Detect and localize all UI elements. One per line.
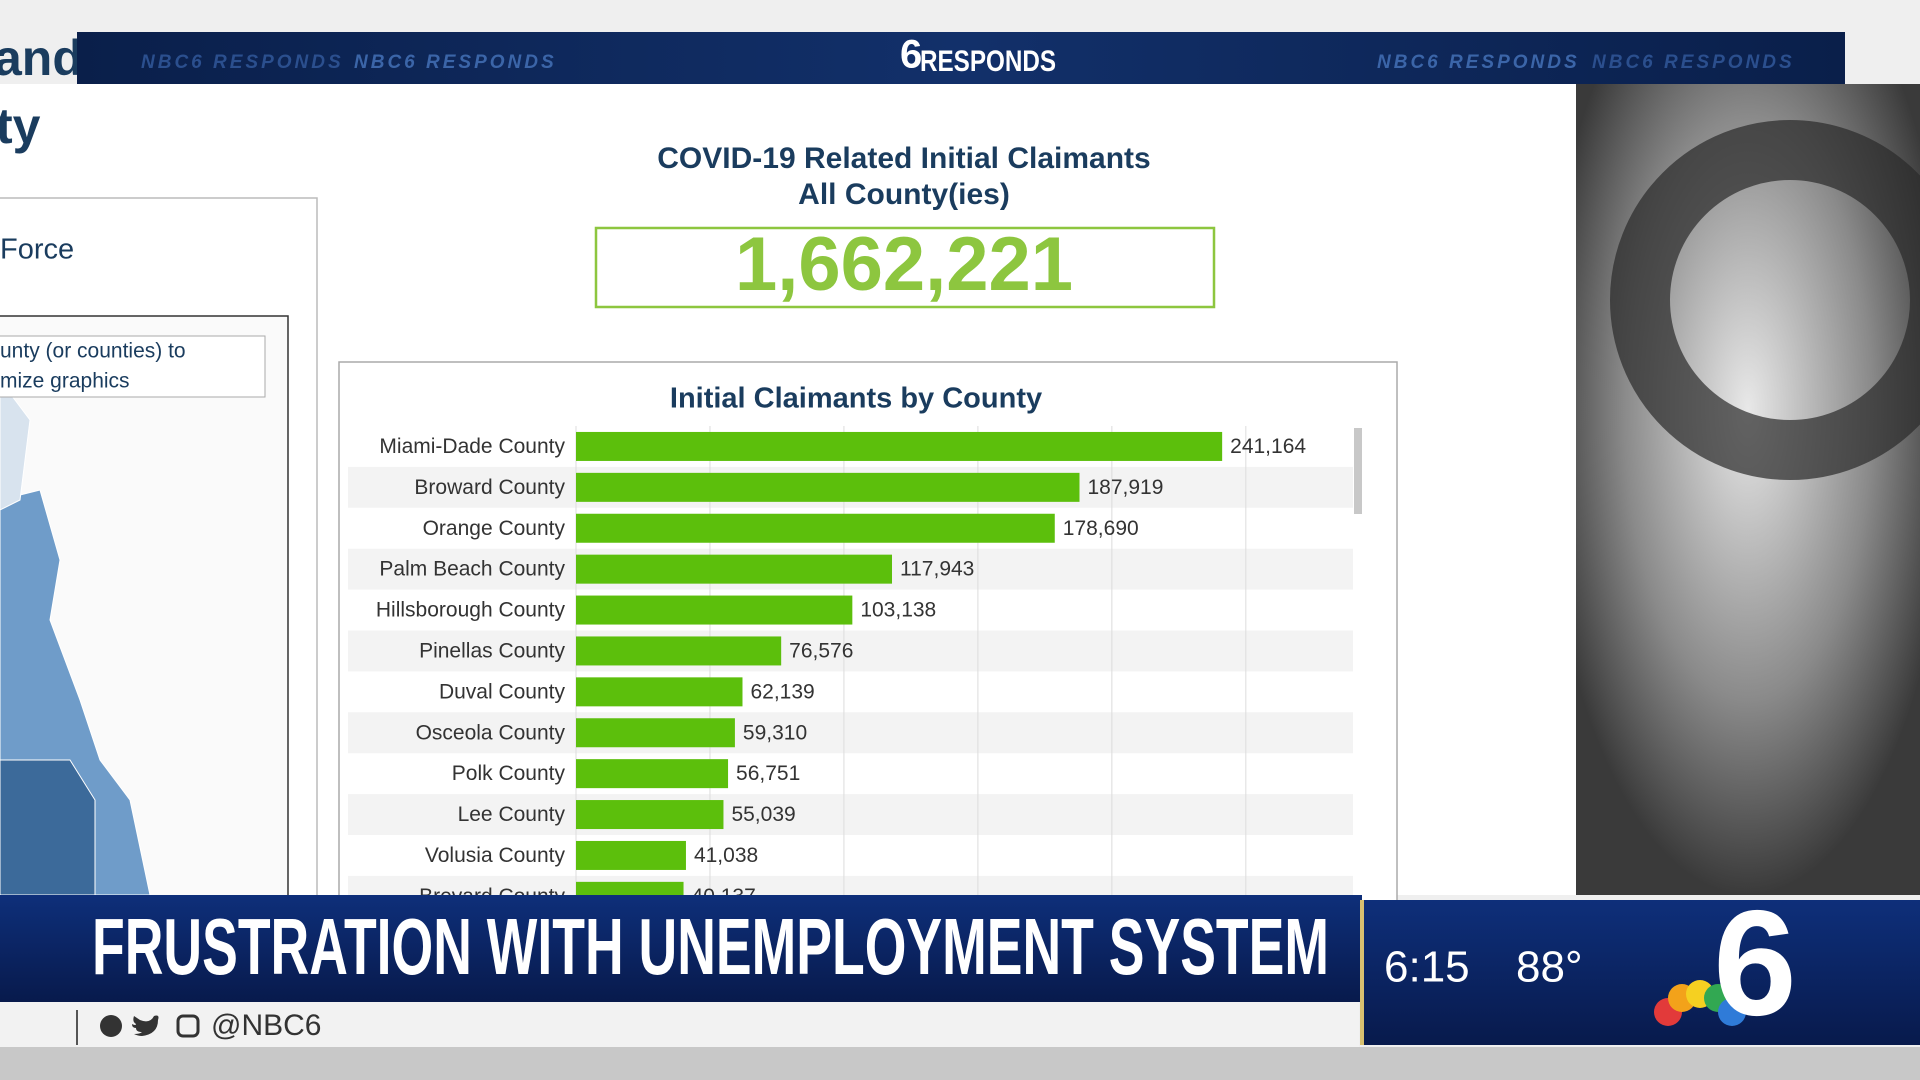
divider [1360,900,1364,1045]
total-box [594,226,1216,309]
hint-text: unty (or counties) to [0,340,186,363]
bar [576,595,853,625]
value-label: 241,164 [1230,435,1306,458]
bar [576,513,1055,543]
dashboard-subtitle: All County(ies) [798,178,1010,211]
bar [576,636,782,666]
bar [576,431,1223,461]
hint-text: mize graphics [0,370,130,393]
station-logo: 6 [1713,879,1796,1047]
social-bar [0,1002,1359,1047]
y-tick-label: Pinellas County [419,639,565,662]
y-tick-label: Orange County [423,517,566,540]
map [0,759,96,896]
value-label: 41,038 [694,844,758,867]
row-band [348,794,1353,835]
blur-shape [1610,120,1920,480]
headline-bar [0,895,1362,1002]
info-block [1360,900,1920,1045]
y-tick-label: Osceola County [416,721,566,744]
dashboard-title: COVID-19 Related Initial Claimants [657,142,1150,175]
y-tick-label: Polk County [452,762,566,785]
row-band [348,712,1353,754]
headline: FRUSTRATION WITH UNEMPLOYMENT SYSTEM [92,902,1329,991]
value-label: 76,576 [789,639,853,662]
left-subheading: Force [0,234,74,266]
bar [576,759,729,789]
value-label: 55,039 [731,803,795,826]
bar-chart: Miami-Dade County 241,164 Broward County 18… [348,426,1353,908]
y-tick-label: Duval County [439,680,566,703]
header-logo-text: RESPONDS [920,45,1056,78]
y-tick-label: Brevard County [419,885,565,908]
ticker-text: NBC6 RESPONDS [354,52,557,73]
bottom-strip [0,1047,1920,1080]
value-label: 62,139 [750,680,814,703]
hint-box [0,335,266,398]
bar [576,840,686,870]
ticker-text: NBC6 RESPONDS [1377,52,1580,73]
value-label: 40,137 [692,885,756,908]
divider [76,1010,78,1045]
value-label: 56,751 [736,762,800,785]
bar [576,677,743,707]
y-tick-label: Lee County [458,803,566,826]
y-tick-label: Miami-Dade County [379,435,565,458]
instagram-icon [176,1014,200,1038]
bar [576,718,735,748]
y-tick-label: Hillsborough County [376,599,566,622]
bar [576,472,1080,502]
left-heading: ty [0,98,41,154]
row-band [348,630,1353,672]
total-value: 1,662,221 [735,222,1073,307]
ticker-text: NBC6 RESPONDS [1592,52,1795,73]
peacock [1654,980,1746,1026]
temperature: 88° [1516,943,1583,992]
header-logo: 6 [900,33,922,77]
value-label: 178,690 [1063,517,1139,540]
left-heading: and [0,30,83,86]
facebook-icon [100,1015,122,1037]
value-label: 117,943 [900,558,974,581]
bar [576,554,893,584]
header-bar [77,32,1845,84]
value-label: 187,919 [1087,476,1163,499]
twitter-icon [132,1015,159,1036]
time: 6:15 [1384,943,1470,992]
bar [576,881,684,895]
chart-title: Initial Claimants by County [670,383,1042,415]
ticker-text: NBC6 RESPONDS [141,52,344,73]
social-handle: @NBC6 [211,1009,321,1042]
value-label: 59,310 [743,721,807,744]
map [0,379,31,511]
y-tick-label: Volusia County [425,844,566,867]
value-label: 103,138 [860,599,936,622]
y-tick-label: Broward County [414,476,565,499]
scrollbar[interactable] [1354,428,1362,514]
y-tick-label: Palm Beach County [379,558,565,581]
bar [576,800,724,830]
